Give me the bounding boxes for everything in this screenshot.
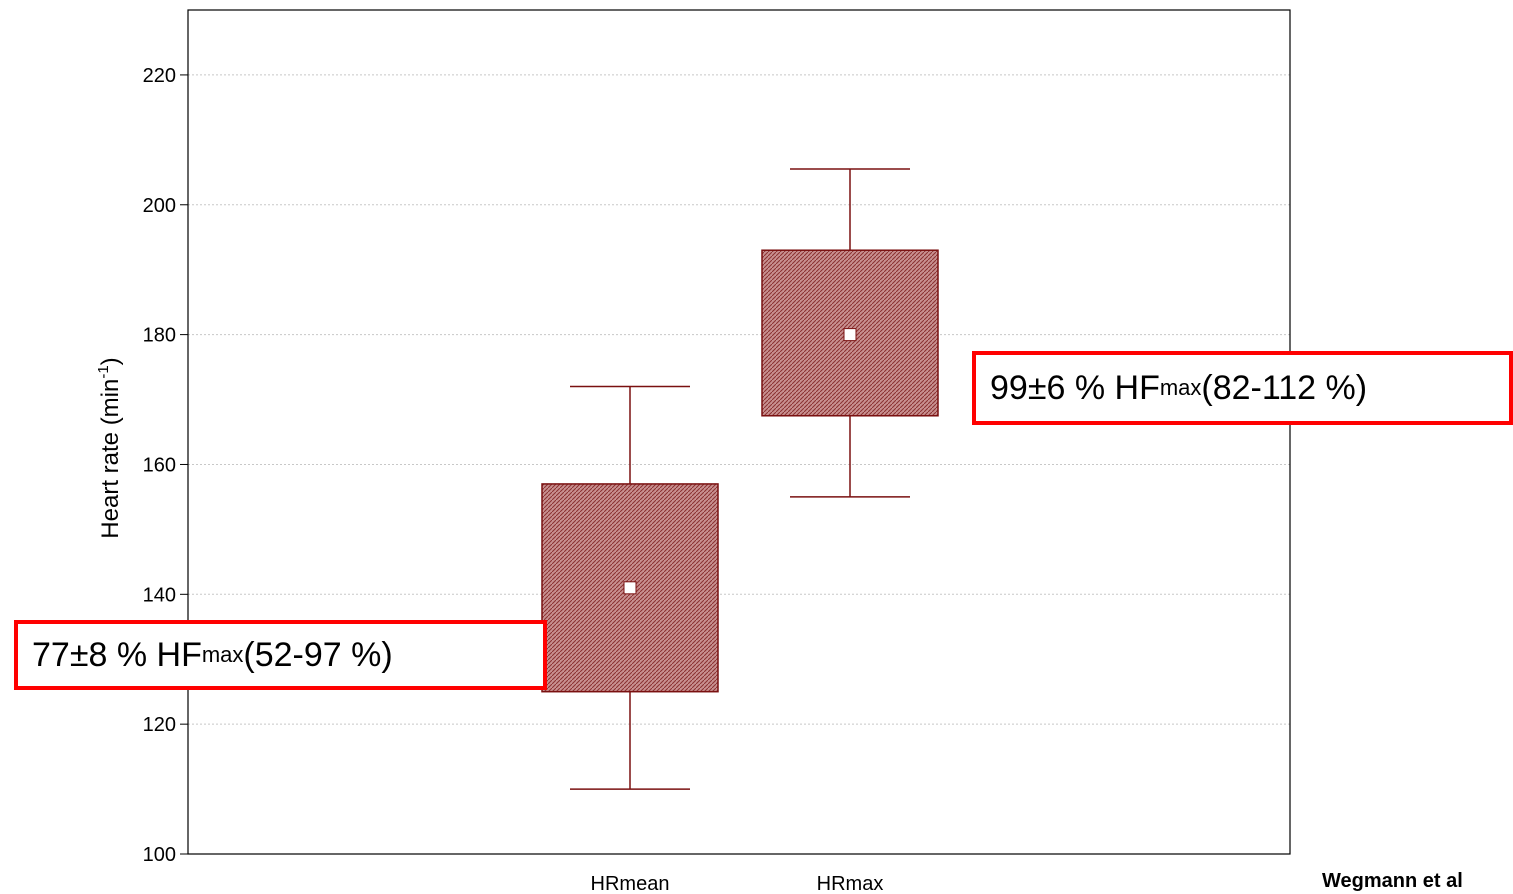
annotation-hrmax: 99±6 % HF max (82-112 %) — [972, 351, 1513, 425]
y-tick-label-140: 140 — [143, 584, 176, 606]
x-axis-categories: HRmean HRmax — [591, 873, 884, 894]
annotation-hrmean-main: 77±8 % HF — [32, 635, 202, 674]
y-tick-label-180: 180 — [143, 325, 176, 347]
y-tick-label-100: 100 — [143, 844, 176, 866]
center-marker-hrmean — [623, 581, 637, 595]
annotation-hrmax-main: 99±6 % HF — [990, 368, 1160, 407]
x-category-label-hrmax: HRmax — [817, 873, 884, 894]
center-marker-hrmax — [843, 328, 857, 342]
box-hrmax — [761, 168, 939, 498]
y-axis-title: Heart rate (min-1) — [95, 357, 124, 538]
y-tick-label-220: 220 — [143, 65, 176, 87]
y-tick-label-120: 120 — [143, 714, 176, 736]
y-tick-label-160: 160 — [143, 454, 176, 476]
y-tick-label-200: 200 — [143, 195, 176, 217]
x-category-label-hrmean: HRmean — [591, 873, 670, 894]
annotation-hrmean-tail: (52-97 %) — [243, 635, 393, 674]
plot-frame — [187, 9, 1291, 855]
annotation-hrmean: 77±8 % HF max (52-97 %) — [14, 620, 547, 690]
annotation-hrmax-tail: (82-112 %) — [1201, 368, 1368, 407]
footer-credit: Wegmann et al — [1322, 870, 1463, 892]
box-series — [541, 168, 939, 790]
box-hrmean — [541, 385, 719, 790]
y-axis-ticks: 100 120 140 160 180 200 220 — [143, 65, 188, 866]
